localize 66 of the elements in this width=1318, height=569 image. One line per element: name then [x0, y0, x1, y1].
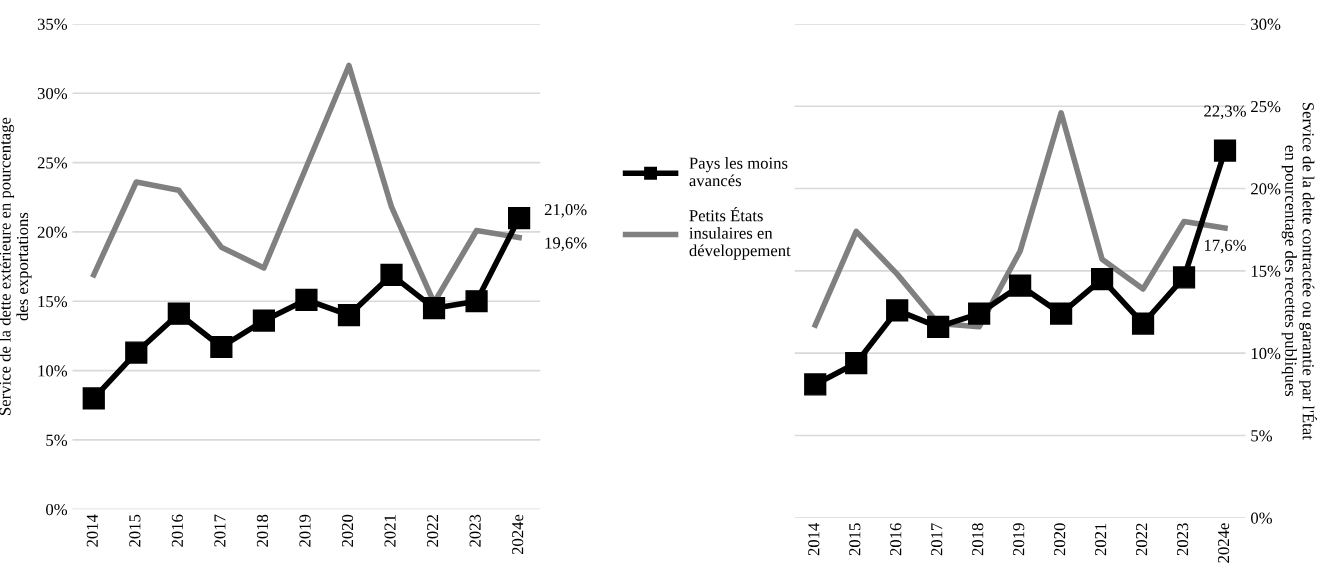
- data-label: 19,6%: [545, 237, 587, 251]
- point: [1009, 274, 1032, 297]
- data-label: 22,3%: [1204, 105, 1246, 120]
- point: [422, 297, 446, 320]
- point: [210, 335, 233, 359]
- point: [1131, 312, 1155, 335]
- point: [1049, 302, 1073, 325]
- data-label: 17,6%: [1204, 239, 1246, 254]
- x-tick-label: 2019: [299, 514, 311, 547]
- y2-tick-label: 15%: [1251, 265, 1281, 277]
- x-tick-label: 2018: [972, 523, 984, 556]
- point: [337, 304, 361, 327]
- x-tick-label: 2020: [341, 514, 354, 547]
- x-tick-label: 2024e: [512, 514, 524, 555]
- y2-tick-label: 5%: [1251, 430, 1273, 442]
- point: [968, 302, 991, 325]
- point: [167, 302, 190, 325]
- x-tick-label: 2016: [890, 523, 902, 556]
- y2-tick-label: 25%: [1251, 100, 1281, 113]
- x-tick-label: 2015: [129, 514, 141, 547]
- x-tick-label: 2015: [849, 523, 861, 556]
- point: [125, 341, 148, 364]
- x-tick-label: 2016: [171, 514, 183, 547]
- x-tick-label: 2024e: [1217, 523, 1230, 563]
- x-tick-label: 2017: [931, 523, 943, 556]
- x-tick-label: 2020: [1054, 523, 1066, 556]
- x-tick-label: 2022: [426, 515, 439, 547]
- x-tick-label: 2017: [214, 514, 226, 547]
- y2-tick-label: 30%: [1251, 18, 1281, 30]
- x-tick-label: 2021: [384, 515, 396, 547]
- point: [1213, 139, 1237, 162]
- x-tick-label: 2021: [1095, 523, 1107, 556]
- y2-axis-title: Service de la dette contractée ou garantie par l'État en pourcentage des recettes publiques: [1281, 102, 1318, 440]
- legend-label: Petits États insulaires en développement: [689, 206, 791, 260]
- y-tick-label: 5%: [46, 434, 68, 446]
- point: [295, 288, 318, 311]
- y-tick-label: 0%: [46, 503, 68, 516]
- x-tick-label: 2023: [1176, 523, 1189, 556]
- y2-tick-label: 0%: [1251, 512, 1273, 524]
- point: [886, 299, 909, 322]
- x-tick-label: 2023: [469, 514, 481, 547]
- point: [508, 206, 531, 230]
- point: [1090, 267, 1114, 291]
- point: [845, 351, 868, 375]
- y2-tick-label: 20%: [1251, 183, 1281, 195]
- point: [927, 315, 950, 338]
- y-tick-label: 10%: [38, 365, 68, 377]
- data-label: 21,0%: [544, 204, 587, 218]
- point: [1172, 266, 1196, 289]
- point: [82, 387, 105, 410]
- point: [804, 373, 827, 396]
- y-tick-label: 30%: [37, 87, 68, 100]
- point: [465, 290, 488, 313]
- x-tick-label: 2014: [86, 514, 98, 547]
- point: [252, 309, 276, 332]
- y-tick-label: 15%: [38, 295, 68, 308]
- x-tick-label: 2019: [1013, 523, 1025, 556]
- y2-tick-label: 10%: [1251, 347, 1281, 360]
- x-tick-label: 2018: [256, 514, 269, 547]
- y-tick-label: 25%: [37, 157, 68, 169]
- y-tick-label: 35%: [37, 18, 68, 30]
- y-tick-label: 20%: [37, 226, 68, 238]
- legend-label: Pays les moins avancés: [689, 157, 788, 187]
- point: [380, 263, 403, 287]
- x-tick-label: 2014: [808, 522, 820, 556]
- x-tick-label: 2022: [1135, 523, 1148, 556]
